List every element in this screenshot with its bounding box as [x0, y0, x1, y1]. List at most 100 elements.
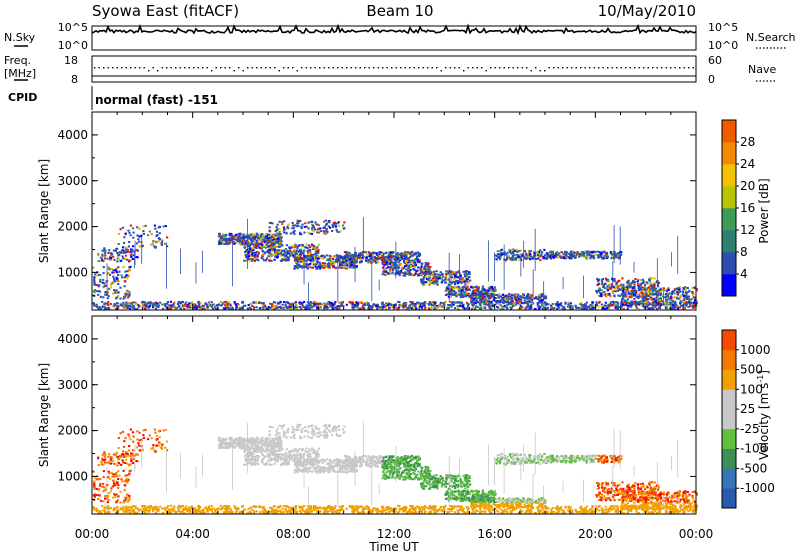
power-cell	[617, 253, 620, 256]
power-cell	[374, 252, 377, 255]
power-cell	[387, 256, 390, 259]
power-cell	[238, 234, 241, 237]
power-cell	[221, 302, 224, 305]
power-cell	[420, 265, 423, 268]
power-cell	[494, 297, 497, 300]
power-cell	[545, 307, 548, 310]
power-cell	[237, 303, 240, 306]
power-cell	[278, 236, 281, 239]
power-cell	[481, 306, 484, 309]
power-cell	[399, 259, 402, 262]
nave-dot	[395, 67, 397, 69]
power-cell	[407, 267, 410, 270]
power-cell	[274, 233, 277, 236]
nave-dot	[634, 67, 636, 69]
power-cell	[257, 243, 260, 246]
power-cell	[284, 228, 287, 231]
power-cell	[122, 246, 125, 249]
power-cell	[551, 302, 554, 305]
power-cell	[141, 300, 144, 303]
power-cell	[601, 282, 604, 285]
power-cell	[633, 297, 636, 300]
power-cell	[454, 292, 457, 294]
power-cell	[526, 302, 529, 305]
power-cell	[211, 307, 215, 310]
power-cell	[293, 267, 296, 270]
power-cell	[135, 303, 138, 306]
power-cell	[617, 285, 620, 288]
power-cell	[614, 306, 617, 309]
nave-label: Nave	[748, 63, 776, 76]
power-cell	[476, 293, 479, 296]
power-cell	[237, 236, 240, 239]
power-cell	[650, 307, 653, 310]
power-cell	[397, 257, 400, 260]
velocity-scatter	[92, 421, 699, 515]
power-cell	[533, 308, 536, 311]
power-cell	[618, 279, 621, 282]
nave-dot	[350, 67, 352, 69]
power-cell	[498, 295, 501, 298]
power-cell	[639, 279, 642, 282]
power-cell	[124, 254, 128, 257]
power-cell	[229, 239, 232, 242]
power-cell	[126, 277, 129, 280]
power-cell	[321, 264, 324, 267]
power-cell	[225, 233, 228, 236]
power-cell	[308, 221, 311, 224]
power-cell	[482, 297, 485, 300]
power-cell	[166, 301, 170, 303]
power-cell	[593, 251, 596, 253]
power-cell	[264, 259, 268, 261]
power-cell	[502, 306, 505, 309]
power-cell	[312, 226, 315, 229]
power-cell	[224, 235, 227, 238]
power-cell	[498, 253, 501, 256]
power-cell	[273, 245, 276, 248]
power-cell	[128, 305, 131, 308]
power-cell	[607, 280, 610, 283]
power-cell	[226, 307, 229, 309]
power-cell	[250, 241, 253, 244]
power-cell	[189, 303, 192, 306]
power-cell	[375, 254, 378, 256]
power-cell	[429, 306, 432, 309]
power-cell	[263, 241, 266, 244]
power-cell	[540, 300, 543, 303]
power-cell	[527, 255, 530, 258]
power-cell	[493, 293, 496, 296]
power-cell	[509, 250, 512, 253]
power-cell	[509, 306, 512, 309]
power-cell	[342, 224, 345, 227]
power-cell	[603, 304, 606, 307]
power-cell	[124, 248, 128, 251]
nave-dot	[409, 67, 411, 69]
power-cell	[655, 291, 658, 294]
power-cell	[316, 255, 319, 258]
power-cell	[635, 289, 638, 292]
power-cell	[247, 250, 251, 253]
power-cell	[253, 259, 257, 262]
power-cell	[262, 303, 265, 306]
power-cell	[343, 221, 346, 224]
power-cell	[297, 250, 300, 253]
power-cell	[508, 293, 511, 296]
power-cell	[346, 267, 349, 269]
power-cell	[519, 304, 522, 307]
power-cell	[235, 239, 239, 241]
y-tick-label: 1000	[57, 265, 88, 279]
power-cell	[309, 259, 312, 262]
power-cell	[539, 259, 542, 262]
power-cell	[253, 243, 256, 246]
power-cell	[638, 289, 641, 292]
power-cell	[402, 305, 406, 308]
nave-dot	[647, 67, 649, 69]
power-cell	[199, 302, 202, 304]
power-cell	[574, 304, 577, 307]
nave-dot	[197, 67, 199, 69]
nave-dot	[143, 67, 145, 69]
power-cell	[665, 306, 668, 309]
power-cell	[539, 295, 542, 298]
power-cell	[227, 237, 230, 240]
power-cell	[300, 251, 303, 254]
